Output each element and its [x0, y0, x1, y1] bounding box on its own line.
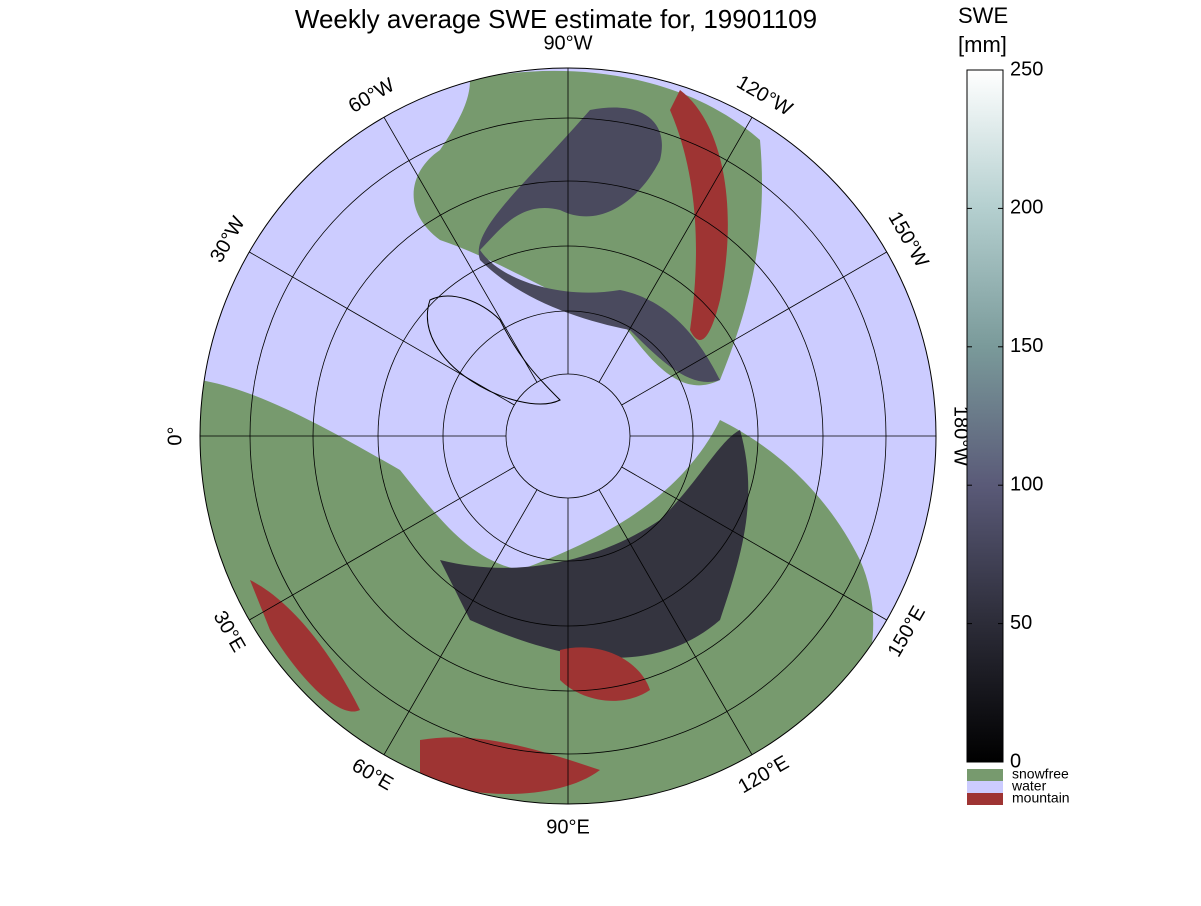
legend-swatch: [967, 769, 1003, 781]
longitude-label: 0°: [164, 426, 186, 445]
longitude-label: 90°W: [543, 32, 592, 54]
meridian: [598, 117, 753, 383]
map-body: [200, 68, 936, 804]
legend-swatch: [967, 781, 1003, 793]
colorbar-tick-label: 50: [1010, 612, 1032, 634]
na-snow: [478, 107, 720, 382]
colorbar-tick-label: 200: [1010, 197, 1043, 219]
colorbar-ramp: [966, 69, 1004, 763]
meridian: [621, 251, 887, 406]
colorbar-title: [mm]: [958, 32, 1007, 57]
meridian: [249, 251, 515, 406]
siberia-mountains: [560, 647, 650, 701]
north-america: [413, 70, 762, 386]
meridian: [598, 489, 753, 755]
himalaya: [420, 737, 600, 794]
colorbar-tick-label: 250: [1010, 58, 1043, 80]
longitude-label: 180°W: [950, 406, 972, 466]
longitude-label: 60°E: [348, 754, 397, 795]
rockies: [670, 90, 728, 340]
graticule: [200, 68, 936, 804]
colorbar-tick-label: 150: [1010, 335, 1043, 357]
legend-label: snowfree: [1012, 766, 1069, 782]
meridian: [249, 466, 515, 621]
meridian: [383, 489, 538, 755]
meridian: [621, 466, 887, 621]
snow-cover: [440, 430, 749, 658]
longitude-label: 30°E: [209, 607, 250, 656]
title: Weekly average SWE estimate for, 1990110…: [295, 4, 817, 34]
meridian: [383, 117, 538, 383]
map-border: [199, 67, 937, 805]
legend-label: mountain: [1012, 790, 1070, 806]
colorbar: SWE [mm] 0 50 100 150 200 250 snowfreewatermount…: [958, 3, 1070, 806]
longitude-label: 90°E: [546, 816, 590, 838]
colorbar-title: SWE: [958, 3, 1008, 28]
legend-label: water: [1011, 778, 1047, 794]
legend-swatch: [967, 793, 1003, 805]
colorbar-tick-label: 100: [1010, 473, 1043, 495]
longitude-label: 60°W: [345, 74, 399, 118]
alps-caucasus: [250, 580, 360, 712]
greenland: [426, 295, 561, 405]
colorbar-tick-label: 0: [1010, 750, 1021, 772]
longitude-label: 30°W: [206, 213, 250, 267]
